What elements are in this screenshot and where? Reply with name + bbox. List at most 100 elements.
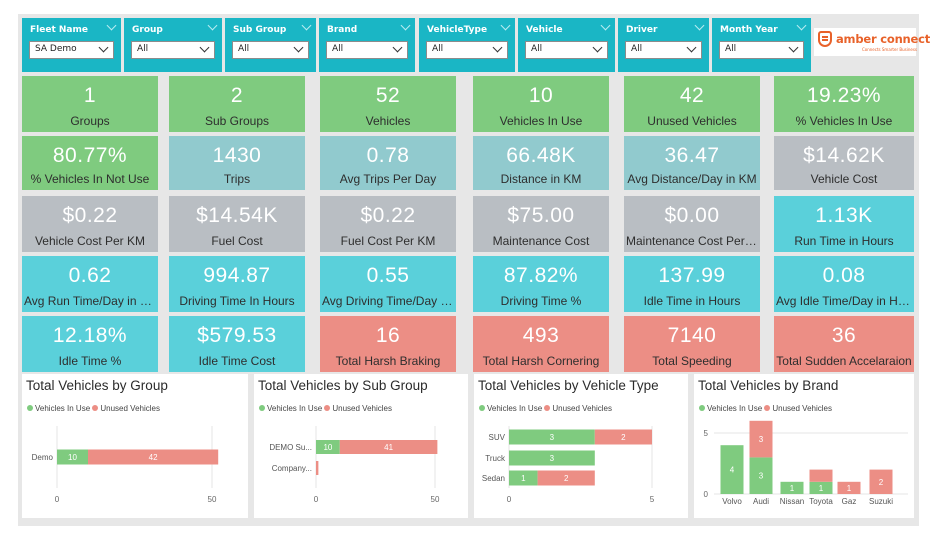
filter-value: All <box>238 44 250 54</box>
kpi-value: 19.23% <box>806 84 882 107</box>
kpi-label: Total Speeding <box>652 354 732 368</box>
kpi-label: Distance in KM <box>500 172 582 186</box>
kpi-card-maintenance-cost-per-km: $0.00 Maintenance Cost Per KM <box>624 196 760 252</box>
chevron-down-icon[interactable] <box>694 20 705 31</box>
chart-legend[interactable]: Vehicles In Use Unused Vehicles <box>259 404 392 413</box>
bar-segment[interactable] <box>749 420 773 458</box>
chart-vehicles-by-vehicle-type[interactable]: Total Vehicles by Vehicle Type Vehicles … <box>474 374 688 518</box>
data-label: 1 <box>790 484 795 493</box>
kpi-label: Unused Vehicles <box>647 114 737 128</box>
chevron-down-icon[interactable] <box>301 20 312 31</box>
logo-tagline: Connects Smarter Business <box>862 47 918 52</box>
filter-vehicle-type[interactable]: VehicleType All <box>419 18 515 72</box>
filter-select[interactable]: All <box>625 41 702 59</box>
bar-segment[interactable] <box>780 481 804 494</box>
bar-segment[interactable] <box>594 429 652 445</box>
filter-label: Group <box>132 25 163 35</box>
chart-legend[interactable]: Vehicles In Use Unused Vehicles <box>699 404 832 413</box>
data-label: 1 <box>847 484 852 493</box>
chart-vehicles-by-group[interactable]: Total Vehicles by Group Vehicles In Use … <box>22 374 248 518</box>
kpi-card-speeding: 7140 Total Speeding <box>624 316 760 372</box>
bar-segment[interactable] <box>809 481 833 494</box>
chart-legend[interactable]: Vehicles In Use Unused Vehicles <box>27 404 160 413</box>
bar-segment[interactable] <box>749 457 773 494</box>
chart-vehicles-by-brand[interactable]: Total Vehicles by Brand Vehicles In Use … <box>694 374 914 518</box>
bar-segment[interactable] <box>316 440 340 454</box>
filter-select[interactable]: SA Demo <box>29 41 114 59</box>
bar-segment[interactable] <box>57 449 88 465</box>
kpi-label: Driving Time % <box>500 294 582 308</box>
kpi-card-vehicle-cost: $14.62K Vehicle Cost <box>774 136 914 190</box>
kpi-value: 1 <box>83 84 97 107</box>
legend-unused: Unused Vehicles <box>100 404 160 413</box>
x-tick-label: 0 <box>314 495 319 504</box>
kpi-label: Fuel Cost Per KM <box>340 234 436 248</box>
kpi-value: 36 <box>831 324 857 347</box>
data-label: 10 <box>68 453 77 462</box>
filter-fleet-name[interactable]: Fleet Name SA Demo <box>22 18 121 72</box>
y-tick-label: 5 <box>704 429 709 438</box>
kpi-card-vehicle-cost-per-km: $0.22 Vehicle Cost Per KM <box>22 196 158 252</box>
chevron-down-icon <box>293 42 304 53</box>
bar-segment[interactable] <box>316 461 319 475</box>
chart-title: Total Vehicles by Group <box>26 378 168 393</box>
kpi-card-unused-vehicles: 42 Unused Vehicles <box>624 76 760 132</box>
kpi-card-sub-groups: 2 Sub Groups <box>169 76 305 132</box>
kpi-card-driving-time-pct: 87.82% Driving Time % <box>473 256 609 312</box>
data-label: 1 <box>819 484 824 493</box>
chevron-down-icon <box>199 42 210 53</box>
chart-title: Total Vehicles by Sub Group <box>258 378 428 393</box>
legend-dot-in-use <box>27 405 33 411</box>
category-label: Gaz <box>842 497 857 506</box>
filter-value: All <box>631 44 643 54</box>
bar-segment[interactable] <box>809 469 833 482</box>
bar-segment[interactable] <box>509 429 595 445</box>
filter-driver[interactable]: Driver All <box>618 18 709 72</box>
data-label: 3 <box>550 433 555 442</box>
bar-segment[interactable] <box>869 469 893 494</box>
kpi-label: Run Time in Hours <box>794 234 894 248</box>
chevron-down-icon <box>686 42 697 53</box>
bar-segment[interactable] <box>537 470 595 486</box>
legend-dot-unused <box>324 405 331 411</box>
filter-value: All <box>432 44 444 54</box>
bar-segment[interactable] <box>837 481 861 494</box>
filter-month-year[interactable]: Month Year All <box>712 18 811 72</box>
chart-legend[interactable]: Vehicles In Use Unused Vehicles <box>479 404 612 413</box>
y-tick-label: 0 <box>704 490 709 499</box>
chevron-down-icon[interactable] <box>600 20 611 31</box>
legend-dot-in-use <box>259 405 265 411</box>
filter-value: All <box>531 44 543 54</box>
chevron-down-icon[interactable] <box>400 20 411 31</box>
x-tick-label: 0 <box>55 495 60 504</box>
bar-segment[interactable] <box>509 470 538 486</box>
bar-segment[interactable] <box>339 440 438 454</box>
filter-select[interactable]: All <box>131 41 215 59</box>
filter-group[interactable]: Group All <box>124 18 222 72</box>
filter-select[interactable]: All <box>326 41 408 59</box>
chart-vehicles-by-sub-group[interactable]: Total Vehicles by Sub Group Vehicles In … <box>254 374 468 518</box>
filter-label: Sub Group <box>233 25 287 35</box>
filter-label: Fleet Name <box>30 25 88 35</box>
kpi-card-fuel-cost: $14.54K Fuel Cost <box>169 196 305 252</box>
filter-brand[interactable]: Brand All <box>319 18 415 72</box>
filter-select[interactable]: All <box>525 41 608 59</box>
filter-select[interactable]: All <box>426 41 508 59</box>
chevron-down-icon[interactable] <box>207 20 218 31</box>
filter-select[interactable]: All <box>719 41 804 59</box>
kpi-value: 0.78 <box>366 144 410 167</box>
filter-sub-group[interactable]: Sub Group All <box>225 18 316 72</box>
chevron-down-icon[interactable] <box>796 20 807 31</box>
chevron-down-icon <box>788 42 799 53</box>
bar-segment[interactable] <box>720 445 744 494</box>
kpi-label: Sub Groups <box>204 114 270 128</box>
filter-value: SA Demo <box>35 44 77 54</box>
filter-vehicle[interactable]: Vehicle All <box>518 18 615 72</box>
filter-select[interactable]: All <box>232 41 309 59</box>
chevron-down-icon[interactable] <box>500 20 511 31</box>
bar-segment[interactable] <box>509 450 595 466</box>
kpi-card-groups: 1 Groups <box>22 76 158 132</box>
chevron-down-icon[interactable] <box>106 20 117 31</box>
bar-segment[interactable] <box>88 449 219 465</box>
data-label: 42 <box>149 453 158 462</box>
